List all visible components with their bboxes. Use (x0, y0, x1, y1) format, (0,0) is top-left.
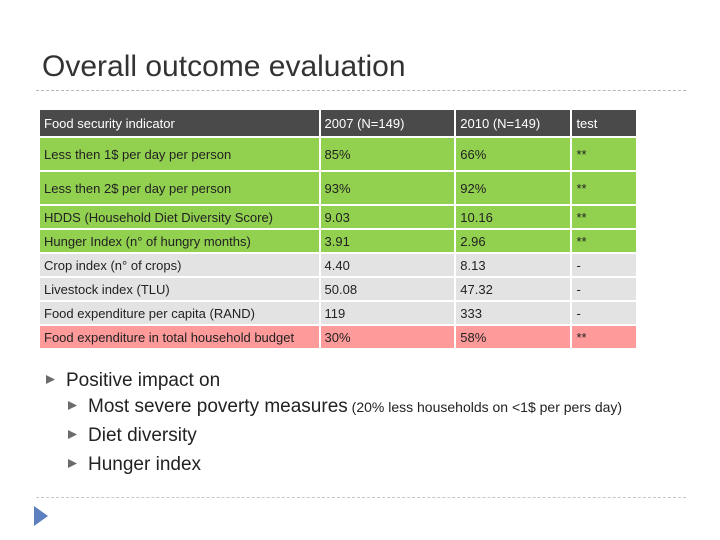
cell-2010: 92% (456, 172, 571, 204)
cell-indicator: Livestock index (TLU) (40, 278, 319, 300)
bullet-main: Positive impact on (44, 370, 622, 396)
cell-test: ** (572, 326, 636, 348)
slide-title: Overall outcome evaluation (42, 50, 406, 83)
cell-2010: 10.16 (456, 206, 571, 228)
bullet-sub: Diet diversity (44, 425, 622, 454)
cell-2007: 4.40 (320, 254, 455, 276)
bullet-icon (68, 430, 77, 439)
bullet-sub-text: Most severe poverty measures (88, 396, 348, 417)
cell-indicator: Food expenditure in total household budg… (40, 326, 319, 348)
cell-indicator: Hunger Index (n° of hungry months) (40, 230, 319, 252)
cell-2007: 9.03 (320, 206, 455, 228)
cell-2007: 119 (320, 302, 455, 324)
table-row: Less then 1$ per day per person 85% 66% … (40, 138, 636, 170)
cell-test: - (572, 302, 636, 324)
cell-test: ** (572, 206, 636, 228)
cell-indicator: Food expenditure per capita (RAND) (40, 302, 319, 324)
cell-2007: 50.08 (320, 278, 455, 300)
table-row: Crop index (n° of crops) 4.40 8.13 - (40, 254, 636, 276)
table-row: HDDS (Household Diet Diversity Score) 9.… (40, 206, 636, 228)
cell-2007: 3.91 (320, 230, 455, 252)
header-2007: 2007 (N=149) (320, 110, 455, 136)
header-2010: 2010 (N=149) (456, 110, 571, 136)
bullet-icon (68, 459, 77, 468)
cell-test: ** (572, 172, 636, 204)
cell-2007: 93% (320, 172, 455, 204)
table-row: Hunger Index (n° of hungry months) 3.91 … (40, 230, 636, 252)
table-row: Food expenditure in total household budg… (40, 326, 636, 348)
bullet-sub-text: Diet diversity (88, 425, 197, 446)
bullet-icon (68, 401, 77, 410)
table-row: Food expenditure per capita (RAND) 119 3… (40, 302, 636, 324)
cell-2007: 30% (320, 326, 455, 348)
cell-2010: 2.96 (456, 230, 571, 252)
cell-test: ** (572, 138, 636, 170)
cell-test: ** (572, 230, 636, 252)
table-header-row: Food security indicator 2007 (N=149) 201… (40, 110, 636, 136)
bullet-list: Positive impact on Most severe poverty m… (44, 370, 622, 483)
cell-2010: 47.32 (456, 278, 571, 300)
header-test: test (572, 110, 636, 136)
cell-indicator: Less then 2$ per day per person (40, 172, 319, 204)
cell-indicator: HDDS (Household Diet Diversity Score) (40, 206, 319, 228)
footer-divider (36, 497, 686, 498)
bullet-sub-text: Hunger index (88, 454, 202, 475)
cell-test: - (572, 254, 636, 276)
nav-arrow-icon[interactable] (34, 506, 48, 526)
bullet-icon (46, 375, 55, 384)
bullet-main-text: Positive impact on (66, 370, 221, 391)
cell-test: - (572, 278, 636, 300)
cell-indicator: Less then 1$ per day per person (40, 138, 319, 170)
table-row: Livestock index (TLU) 50.08 47.32 - (40, 278, 636, 300)
cell-indicator: Crop index (n° of crops) (40, 254, 319, 276)
bullet-sub-note: (20% less households on <1$ per pers day… (347, 399, 623, 415)
title-divider (36, 90, 686, 91)
cell-2010: 58% (456, 326, 571, 348)
food-security-table: Food security indicator 2007 (N=149) 201… (38, 108, 638, 350)
cell-2010: 333 (456, 302, 571, 324)
table-row: Less then 2$ per day per person 93% 92% … (40, 172, 636, 204)
header-indicator: Food security indicator (40, 110, 319, 136)
cell-2010: 8.13 (456, 254, 571, 276)
cell-2010: 66% (456, 138, 571, 170)
bullet-sub: Hunger index (44, 454, 622, 483)
bullet-sub: Most severe poverty measures (20% less h… (44, 396, 622, 425)
cell-2007: 85% (320, 138, 455, 170)
